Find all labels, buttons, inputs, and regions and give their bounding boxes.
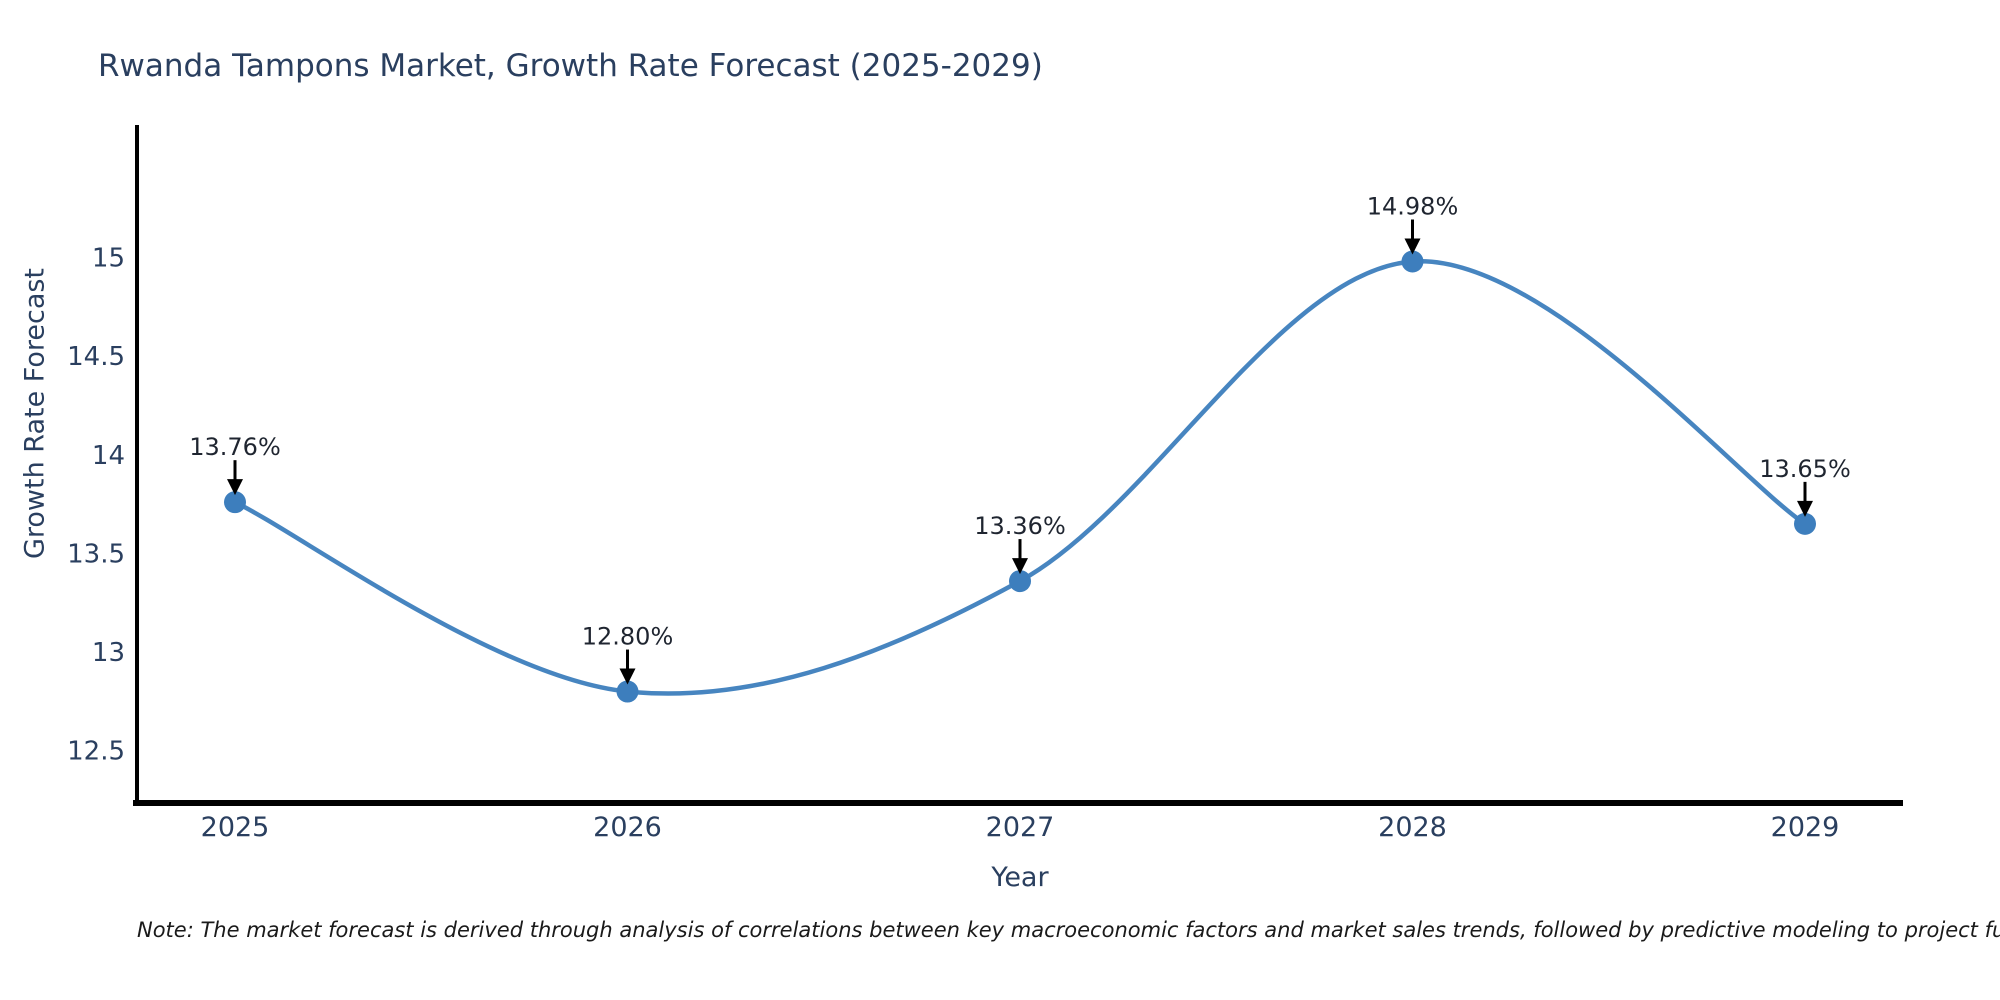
y-tick-label: 14.5 (67, 342, 125, 372)
data-point-marker (224, 491, 246, 514)
data-point-label: 12.80% (582, 623, 674, 651)
annotation-arrowhead-icon (1797, 500, 1813, 517)
data-point-marker (616, 680, 639, 703)
data-point-label: 14.98% (1367, 193, 1459, 221)
chart-title: Rwanda Tampons Market, Growth Rate Forec… (98, 48, 1043, 84)
y-tick-label: 13 (92, 638, 125, 668)
y-tick-label: 12.5 (67, 737, 125, 767)
data-point-label: 13.76% (189, 433, 281, 461)
annotation-arrowhead-icon (1012, 558, 1028, 575)
line-series (232, 259, 1808, 696)
data-point-marker (1009, 570, 1031, 593)
annotation-arrowhead-icon (619, 668, 636, 685)
y-tick-label: 14 (92, 441, 125, 471)
x-axis-title: Year (991, 862, 1049, 893)
data-point-label: 13.65% (1759, 455, 1851, 483)
y-tick-label: 13.5 (67, 539, 125, 569)
x-tick-label: 2025 (201, 812, 270, 843)
x-tick-label: 2028 (1378, 812, 1447, 843)
x-tick-label: 2026 (593, 812, 662, 843)
y-tick-label: 15 (92, 244, 125, 274)
annotation-arrowhead-icon (227, 479, 243, 496)
data-point-marker (1401, 250, 1424, 273)
data-point-label: 13.36% (974, 512, 1066, 540)
annotation-arrowhead-icon (1404, 238, 1421, 255)
x-tick-label: 2027 (986, 812, 1055, 843)
data-point-marker (1794, 512, 1816, 535)
footnote: Note: The market forecast is derived thr… (137, 918, 2000, 942)
x-tick-label: 2029 (1771, 812, 1840, 843)
